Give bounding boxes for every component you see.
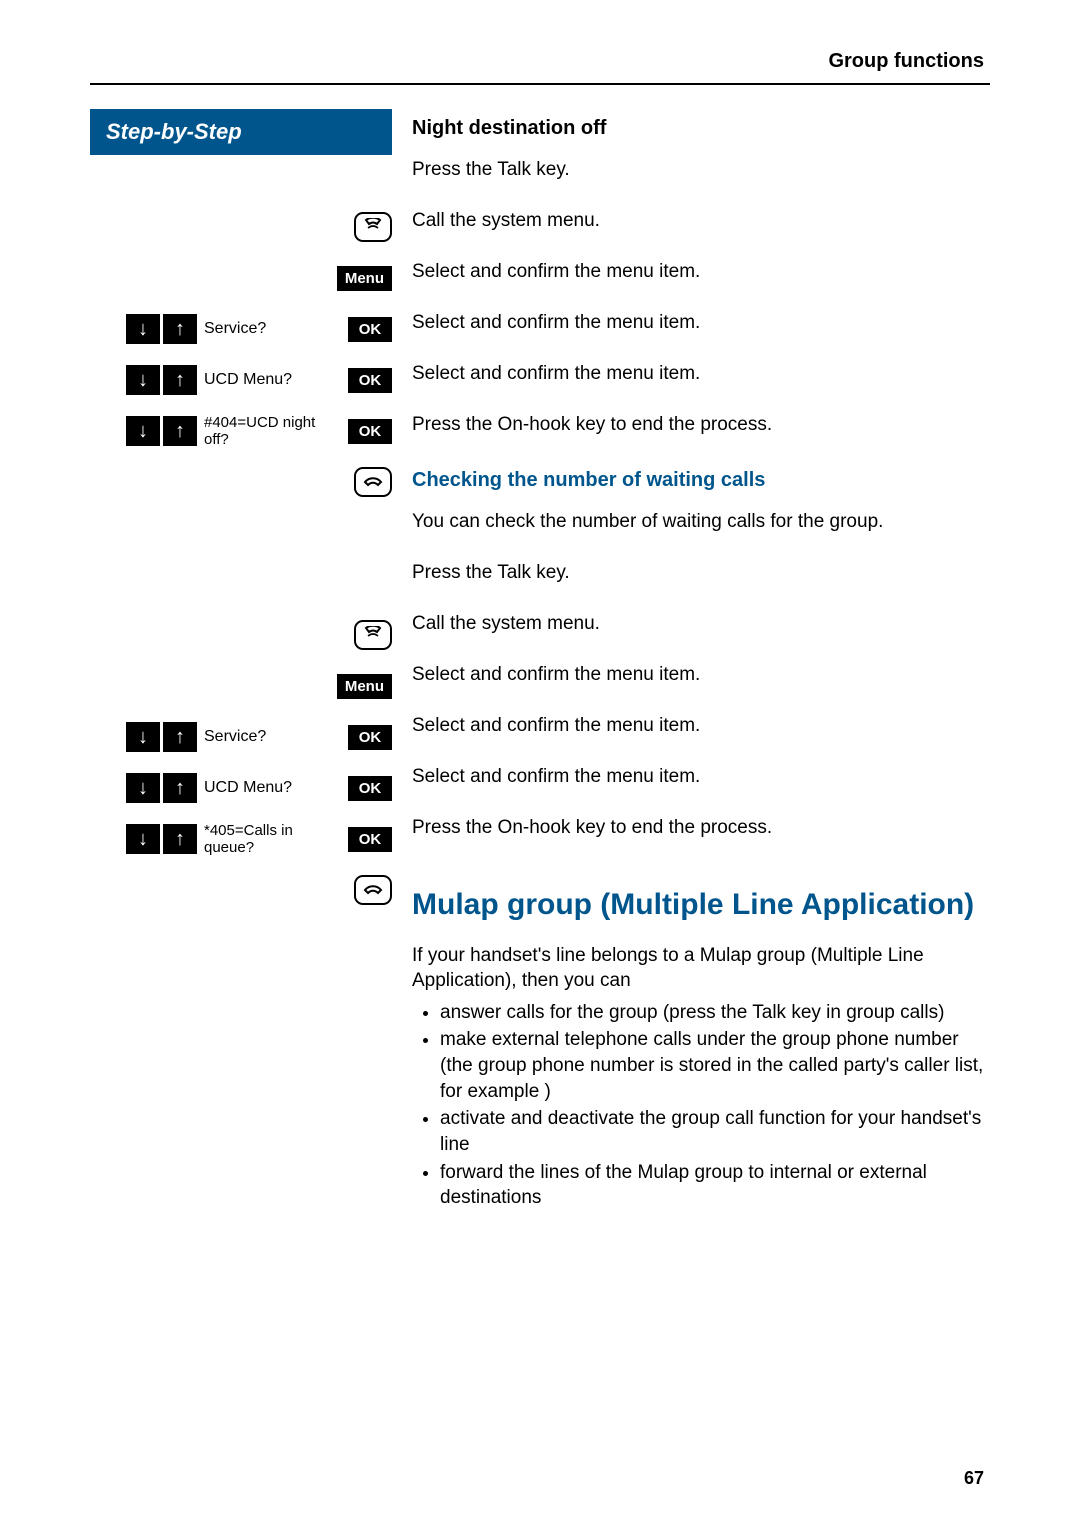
up-arrow-icon: ↑: [163, 416, 197, 446]
instruction-text: Press the On-hook key to end the process…: [412, 812, 772, 841]
ok-pill: OK: [348, 368, 392, 393]
menu-item-label: UCD Menu?: [200, 779, 348, 797]
down-arrow-icon: ↓: [126, 722, 160, 752]
instruction-text: Select and confirm the menu item.: [412, 307, 700, 336]
up-arrow-icon: ↑: [163, 773, 197, 803]
up-arrow-icon: ↑: [163, 365, 197, 395]
menu-item-label: Service?: [200, 728, 348, 746]
instruction-text: Call the system menu.: [412, 608, 600, 637]
left-row-nav: ↓ ↑ *405=Calls in queue? OK: [90, 818, 392, 860]
left-row-talk: [90, 614, 392, 656]
spacer: [90, 155, 392, 197]
instruction-text: Select and confirm the menu item.: [412, 256, 700, 285]
down-arrow-icon: ↓: [126, 365, 160, 395]
two-column-layout: Step-by-Step Menu ↓ ↑ Service? OK ↓ ↑: [90, 109, 990, 1213]
down-arrow-icon: ↓: [126, 773, 160, 803]
left-row-nav: ↓ ↑ Service? OK: [90, 716, 392, 758]
up-arrow-icon: ↑: [163, 314, 197, 344]
left-row-menu: Menu: [90, 665, 392, 707]
spacer: [90, 512, 392, 554]
onhook-key-icon: [354, 467, 392, 497]
ok-pill: OK: [348, 776, 392, 801]
instruction-text: Select and confirm the menu item.: [412, 659, 700, 688]
step-by-step-header: Step-by-Step: [90, 109, 392, 155]
down-arrow-icon: ↓: [126, 314, 160, 344]
talk-key-icon: [354, 620, 392, 650]
left-row-nav: ↓ ↑ UCD Menu? OK: [90, 359, 392, 401]
mulap-intro: If your handset's line belongs to a Mula…: [412, 943, 990, 994]
section-header: Group functions: [90, 50, 990, 73]
left-row-menu: Menu: [90, 257, 392, 299]
list-item: activate and deactivate the group call f…: [440, 1106, 990, 1157]
list-item: make external telephone calls under the …: [440, 1027, 990, 1104]
left-row-nav: ↓ ↑ UCD Menu? OK: [90, 767, 392, 809]
down-arrow-icon: ↓: [126, 416, 160, 446]
list-item: answer calls for the group (press the Ta…: [440, 1000, 990, 1026]
up-arrow-icon: ↑: [163, 824, 197, 854]
list-item: forward the lines of the Mulap group to …: [440, 1160, 990, 1211]
ok-pill: OK: [348, 827, 392, 852]
header-rule: [90, 83, 990, 85]
mulap-bullets: answer calls for the group (press the Ta…: [412, 1000, 990, 1211]
onhook-key-icon: [354, 875, 392, 905]
up-arrow-icon: ↑: [163, 722, 197, 752]
menu-item-label: UCD Menu?: [200, 371, 348, 389]
left-row-talk: [90, 206, 392, 248]
waiting-intro: You can check the number of waiting call…: [412, 506, 883, 535]
waiting-calls-heading: Checking the number of waiting calls: [412, 469, 990, 492]
ok-pill: OK: [348, 725, 392, 750]
instruction-text: Call the system menu.: [412, 205, 600, 234]
page: Group functions Step-by-Step Menu ↓ ↑ Se…: [0, 0, 1080, 1529]
ok-pill: OK: [348, 419, 392, 444]
down-arrow-icon: ↓: [126, 824, 160, 854]
left-row-onhook: [90, 869, 392, 911]
talk-key-icon: [354, 212, 392, 242]
instruction-text: Select and confirm the menu item.: [412, 358, 700, 387]
step-column: Step-by-Step Menu ↓ ↑ Service? OK ↓ ↑: [90, 109, 392, 1213]
menu-pill: Menu: [337, 266, 392, 291]
left-row-onhook: [90, 461, 392, 503]
night-off-heading: Night destination off: [412, 117, 990, 140]
instruction-text: Press the Talk key.: [412, 557, 570, 586]
spacer: [90, 563, 392, 605]
instruction-text: Press the Talk key.: [412, 154, 570, 183]
ok-pill: OK: [348, 317, 392, 342]
instruction-text: Select and confirm the menu item.: [412, 710, 700, 739]
instruction-column: Night destination off Press the Talk key…: [412, 109, 990, 1213]
menu-item-label: *405=Calls in queue?: [200, 822, 348, 856]
instruction-text: Press the On-hook key to end the process…: [412, 409, 772, 438]
menu-item-label: #404=UCD night off?: [200, 414, 348, 448]
page-number: 67: [964, 1468, 984, 1489]
menu-item-label: Service?: [200, 320, 348, 338]
left-row-nav: ↓ ↑ Service? OK: [90, 308, 392, 350]
menu-pill: Menu: [337, 674, 392, 699]
instruction-text: Select and confirm the menu item.: [412, 761, 700, 790]
mulap-title: Mulap group (Multiple Line Application): [412, 888, 990, 923]
left-row-nav: ↓ ↑ #404=UCD night off? OK: [90, 410, 392, 452]
